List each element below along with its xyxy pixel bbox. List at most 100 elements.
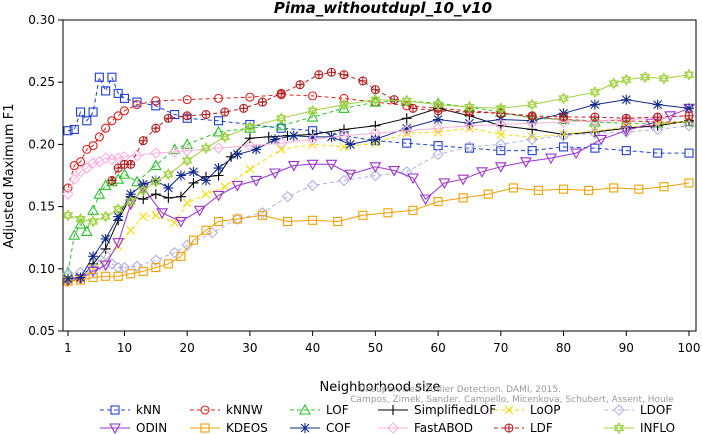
- legend-marker-fastabod: [387, 422, 399, 434]
- series-ldf: [107, 67, 694, 186]
- x-axis-label: Neighborhood size: [320, 380, 441, 395]
- watermark: Unsupervised Outlier Detection. DAMI, 20…: [350, 385, 674, 405]
- point-kdeos-29: [634, 184, 644, 194]
- legend-marker-cof: [300, 423, 310, 433]
- point-knn-7: [107, 72, 117, 82]
- point-kdeos-3: [101, 271, 111, 281]
- point-fastabod-6: [99, 152, 112, 164]
- series-line-kdeos: [67, 182, 690, 282]
- point-ldf-16: [339, 70, 349, 80]
- point-kdeos-31: [684, 178, 694, 188]
- point-knn-9: [119, 93, 130, 103]
- point-ldof-20: [432, 148, 444, 161]
- point-fastabod-22: [463, 119, 476, 132]
- point-fastabod-10: [131, 149, 143, 162]
- legend-label-loop: LoOP: [530, 403, 561, 417]
- point-odin-9: [193, 205, 206, 217]
- point-fastabod-12: [168, 146, 181, 158]
- legend-item-knnw: kNNW: [190, 403, 263, 417]
- legend-label-odin: ODIN: [136, 421, 167, 434]
- point-simplifiedlof-10: [188, 177, 199, 188]
- series-inflo: [62, 68, 695, 228]
- point-ldof-5: [106, 258, 118, 270]
- point-kdeos-10: [188, 235, 199, 245]
- point-odin-18: [369, 162, 382, 173]
- point-odin-3: [99, 260, 112, 272]
- legend-item-fastabod: FastABOD: [378, 421, 473, 434]
- point-odin-14: [287, 160, 300, 172]
- point-cof-12: [213, 163, 224, 174]
- y-axis-label: Adjusted Maximum F1: [2, 104, 17, 249]
- point-odin-10: [212, 190, 225, 202]
- point-inflo-4: [112, 202, 124, 216]
- point-odin-16: [325, 159, 338, 171]
- point-kdeos-23: [483, 189, 493, 199]
- point-kdeos-7: [151, 263, 161, 273]
- legend-label-knnw: kNNW: [226, 403, 263, 417]
- point-inflo-5: [125, 195, 137, 208]
- point-kdeos-18: [358, 210, 368, 220]
- point-kdeos-5: [126, 269, 136, 279]
- point-ldof-3: [93, 259, 106, 271]
- point-fastabod-23: [495, 118, 507, 131]
- point-fastabod-11: [150, 147, 162, 159]
- point-fastabod-0: [62, 188, 74, 200]
- series-line-odin: [67, 107, 690, 282]
- point-odin-17: [344, 169, 357, 181]
- point-ldof-17: [338, 174, 350, 187]
- x-tick-label-100: 100: [678, 341, 701, 355]
- point-inflo-24: [608, 77, 620, 90]
- y-tick-label-5: 0.30: [28, 13, 55, 27]
- point-simplifiedlof-28: [652, 120, 663, 131]
- legend-label-ldf: LDF: [530, 421, 553, 434]
- point-ldof-12: [206, 226, 219, 239]
- point-cof-15: [270, 134, 280, 145]
- point-ldof-19: [400, 165, 413, 178]
- point-odin-4: [112, 238, 125, 249]
- legend-marker-lof: [299, 403, 311, 415]
- point-kdeos-28: [609, 183, 619, 193]
- point-odin-29: [595, 134, 608, 146]
- point-cof-21: [401, 123, 412, 134]
- point-knn-5: [94, 72, 104, 82]
- point-ldof-27: [651, 123, 664, 136]
- legend-item-cof: COF: [290, 421, 351, 434]
- point-cof-14: [251, 144, 262, 155]
- point-simplifiedlof-3: [100, 243, 111, 254]
- point-fastabod-7: [106, 153, 118, 166]
- point-knnw-8: [113, 111, 123, 121]
- point-ldf-25: [558, 112, 569, 122]
- legend-item-ldof: LDOF: [604, 403, 672, 417]
- legend-item-ldf: LDF: [494, 421, 553, 434]
- point-lof-14: [212, 125, 225, 137]
- point-simplifiedlof-20: [401, 113, 412, 124]
- point-kdeos-19: [383, 208, 393, 218]
- point-kdeos-14: [257, 210, 268, 220]
- point-ldof-15: [281, 190, 294, 203]
- point-knn-24: [527, 146, 537, 156]
- series-kdeos: [63, 178, 694, 286]
- point-odin-21: [419, 194, 432, 206]
- point-ldf-21: [433, 106, 443, 116]
- point-cof-22: [433, 114, 444, 125]
- point-ldf-24: [527, 111, 537, 121]
- legend-item-lof: LOF: [290, 403, 349, 417]
- point-loop-9: [182, 198, 192, 208]
- point-inflo-16: [370, 93, 381, 106]
- point-fastabod-21: [432, 122, 444, 135]
- point-ldf-13: [295, 80, 305, 90]
- point-loop-18: [433, 127, 443, 137]
- point-inflo-17: [401, 94, 413, 107]
- legend-label-lof: LOF: [326, 403, 349, 417]
- point-knnw-4: [88, 141, 98, 151]
- point-ldf-27: [621, 113, 631, 123]
- point-ldf-17: [358, 76, 368, 86]
- series-layer: [62, 67, 695, 288]
- point-kdeos-17: [333, 216, 343, 227]
- point-inflo-28: [683, 68, 695, 81]
- point-odin-15: [306, 159, 319, 171]
- point-kdeos-6: [138, 266, 148, 276]
- point-ldf-5: [151, 123, 161, 133]
- watermark-line-2: Unsupervised Outlier Detection. DAMI, 20…: [359, 385, 561, 395]
- point-cof-9: [175, 170, 186, 181]
